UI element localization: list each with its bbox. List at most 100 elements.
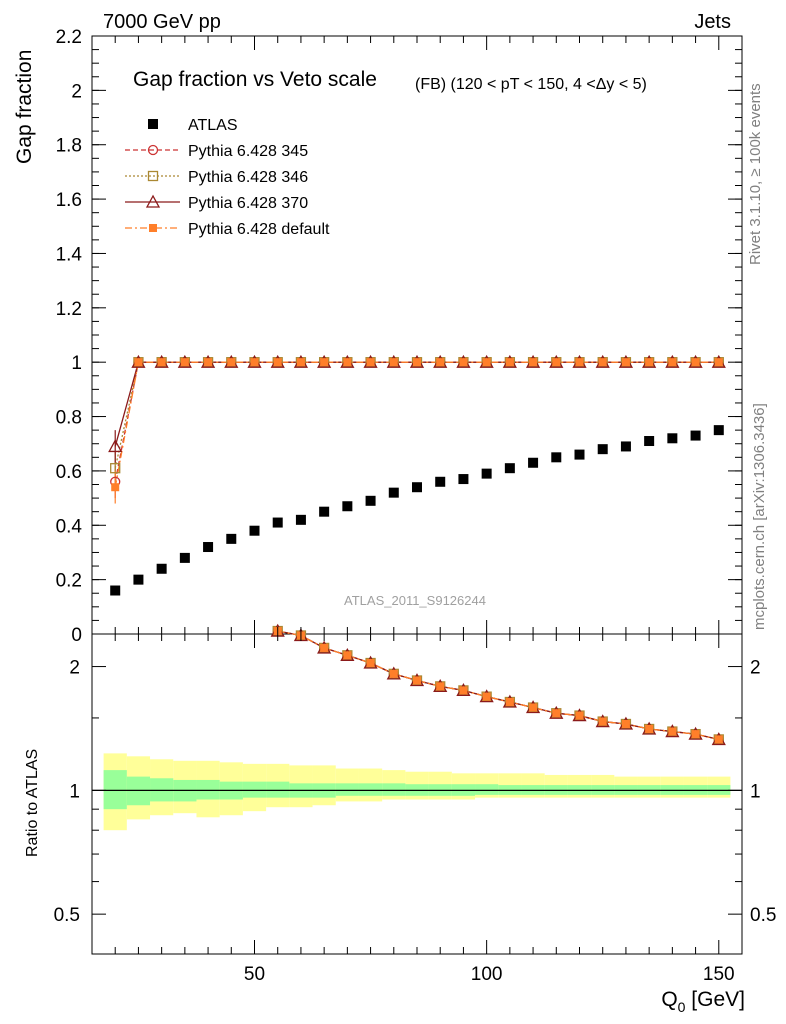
series-4-point bbox=[436, 358, 445, 367]
rivet-version-text: Rivet 3.1.10, ≥ 100k events bbox=[747, 83, 764, 265]
ratio-point-4 bbox=[575, 711, 584, 720]
ratio-point-4 bbox=[320, 643, 329, 652]
atlas-data-point bbox=[179, 552, 190, 563]
stat-uncertainty-band bbox=[382, 783, 406, 796]
main-y-tick-label: 1.2 bbox=[56, 299, 82, 320]
x-tick-label: 100 bbox=[471, 964, 503, 985]
ratio-y-tick-label: 1 bbox=[69, 781, 80, 802]
atlas-data-point bbox=[597, 444, 608, 455]
ratio-point-4 bbox=[482, 692, 491, 701]
header-left: 7000 GeV pp bbox=[103, 11, 221, 33]
series-4-point bbox=[505, 358, 514, 367]
stat-uncertainty-band bbox=[266, 781, 290, 798]
atlas-data-point bbox=[133, 574, 144, 585]
stat-uncertainty-band bbox=[196, 779, 220, 800]
series-line-4 bbox=[114, 361, 719, 488]
ratio-point-4 bbox=[389, 669, 398, 678]
series-4-point bbox=[598, 358, 607, 367]
atlas-data-point bbox=[295, 514, 306, 525]
ratio-point-4 bbox=[714, 735, 723, 744]
ratio-y-tick-label-right: 2 bbox=[750, 658, 761, 679]
ratio-point-4 bbox=[645, 724, 654, 733]
atlas-data-point bbox=[156, 563, 167, 574]
series-4-point bbox=[575, 358, 584, 367]
main-y-tick-label: 0.4 bbox=[56, 516, 83, 537]
main-y-tick-label: 0 bbox=[71, 625, 82, 646]
ratio-point-4 bbox=[529, 703, 538, 712]
ratio-point-4 bbox=[505, 698, 514, 707]
main-y-tick-label: 1 bbox=[71, 353, 82, 374]
ratio-y-tick-label-right: 0.5 bbox=[750, 905, 776, 926]
main-y-tick-label: 0.2 bbox=[56, 571, 82, 592]
atlas-data-point bbox=[365, 495, 376, 506]
series-4-point bbox=[343, 358, 352, 367]
ratio-point-4 bbox=[366, 659, 375, 668]
ratio-line-4 bbox=[277, 630, 719, 741]
atlas-data-point bbox=[504, 463, 515, 474]
ratio-y-tick-label-right: 1 bbox=[750, 781, 761, 802]
ratio-point-4 bbox=[668, 727, 677, 736]
ratio-point-4 bbox=[343, 651, 352, 660]
series-4-point bbox=[389, 358, 398, 367]
atlas-data-point bbox=[667, 433, 678, 444]
series-3-point bbox=[108, 439, 123, 453]
atlas-data-point bbox=[388, 487, 399, 498]
legend-marker-1 bbox=[147, 144, 159, 156]
series-4-point bbox=[296, 358, 305, 367]
atlas-data-point bbox=[249, 525, 260, 536]
series-4-point bbox=[227, 358, 236, 367]
series-4-point bbox=[157, 358, 166, 367]
series-2-point bbox=[110, 463, 121, 474]
atlas-data-point bbox=[319, 506, 330, 517]
atlas-data-point bbox=[226, 533, 237, 544]
series-4-point bbox=[320, 358, 329, 367]
series-4-point bbox=[204, 358, 213, 367]
series-4-point bbox=[529, 358, 538, 367]
ratio-y-axis-label: Ratio to ATLAS bbox=[24, 749, 41, 857]
atlas-data-point bbox=[458, 474, 469, 485]
ratio-line-1 bbox=[277, 630, 719, 741]
main-y-tick-label: 1.6 bbox=[56, 190, 82, 211]
main-y-tick-label: 0.6 bbox=[56, 462, 82, 483]
series-4-point bbox=[552, 358, 561, 367]
ratio-point-4 bbox=[459, 686, 468, 695]
series-4-point bbox=[645, 358, 654, 367]
atlas-data-point bbox=[690, 430, 701, 441]
atlas-data-point bbox=[110, 585, 121, 596]
atlas-data-point bbox=[412, 482, 422, 493]
series-4-point bbox=[459, 358, 468, 367]
ratio-point-4 bbox=[436, 682, 445, 691]
x-tick-label: 150 bbox=[703, 964, 735, 985]
series-4-point bbox=[111, 483, 120, 492]
series-4-point bbox=[273, 358, 282, 367]
atlas-data-point bbox=[713, 425, 724, 436]
analysis-watermark: ATLAS_2011_S9126244 bbox=[344, 593, 486, 608]
series-4-point bbox=[413, 358, 421, 367]
x-axis-label-main: Q bbox=[661, 988, 677, 1011]
ratio-point-4 bbox=[413, 676, 421, 685]
axes-ticks: 0 0.2 0.4 0.6 0.8 1 1.2 1.4 1.6 1.8 2 2.2 50 100 150 0.… bbox=[54, 27, 777, 985]
legend-marker-4 bbox=[149, 224, 157, 232]
ratio-point-4 bbox=[552, 709, 561, 718]
atlas-data-point bbox=[620, 441, 631, 452]
main-y-tick-label: 1.4 bbox=[56, 244, 83, 265]
legend-label-0: ATLAS bbox=[188, 117, 238, 134]
x-tick-label: 50 bbox=[244, 964, 265, 985]
legend: ATLAS Pythia 6.428 345 Pythia 6.428 346 Pyt… bbox=[125, 117, 330, 238]
ratio-line-2 bbox=[277, 630, 719, 741]
plot-subtitle: (FB) (120 < pT < 150, 4 <Δy < 5) bbox=[415, 76, 647, 93]
legend-label-4: Pythia 6.428 default bbox=[188, 221, 330, 238]
legend-marker-2 bbox=[147, 170, 159, 182]
series-4-point bbox=[482, 358, 491, 367]
stat-uncertainty-band bbox=[103, 770, 127, 810]
series-4-point bbox=[366, 358, 375, 367]
series-line-3 bbox=[114, 361, 719, 447]
atlas-data-point bbox=[203, 542, 214, 553]
stat-uncertainty-band bbox=[335, 783, 359, 796]
mcplots-reference-text: mcplots.cern.ch [arXiv:1306.3436] bbox=[751, 403, 768, 630]
legend-label-3: Pythia 6.428 370 bbox=[188, 195, 308, 212]
series-line-1 bbox=[114, 361, 719, 482]
main-y-axis-label: Gap fraction bbox=[13, 50, 36, 164]
series-line-2 bbox=[114, 361, 719, 469]
